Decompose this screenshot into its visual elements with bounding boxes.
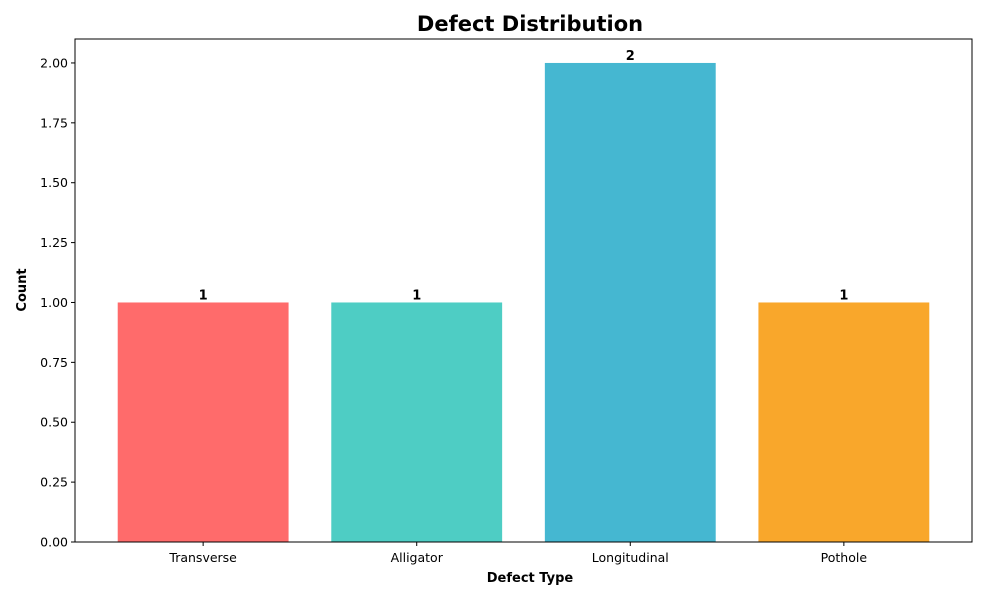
y-tick-label: 1.50 [40, 175, 68, 190]
x-tick-label-transverse: Transverse [168, 550, 237, 565]
y-axis-label: Count [15, 268, 30, 311]
y-tick-label: 0.75 [40, 355, 68, 370]
y-tick-label: 0.25 [40, 475, 68, 490]
data-label-transverse: 1 [199, 288, 208, 303]
plot-area: 1 Transverse 1 Alligator 2 Longitudinal 1 Potho… [40, 38, 973, 565]
y-tick-label: 1.25 [40, 235, 68, 250]
bar-pothole [758, 302, 930, 542]
x-tick-label-longitudinal: Longitudinal [592, 550, 669, 565]
bar-alligator [331, 302, 503, 542]
plot-frame [74, 38, 973, 543]
bar-transverse [117, 302, 289, 542]
bar-longitudinal [544, 62, 716, 542]
y-tick-label: 1.00 [40, 295, 68, 310]
x-tick-label-alligator: Alligator [391, 550, 444, 565]
data-label-alligator: 1 [412, 288, 421, 303]
y-tick-label: 0.50 [40, 415, 68, 430]
y-tick-label: 1.75 [40, 115, 68, 130]
data-label-pothole: 1 [839, 288, 848, 303]
y-tick-label: 2.00 [40, 55, 68, 70]
chart-title: Defect Distribution [417, 12, 643, 36]
y-tick-label: 0.00 [40, 535, 68, 550]
x-tick-label-pothole: Pothole [821, 550, 868, 565]
data-label-longitudinal: 2 [626, 49, 635, 64]
x-axis-label: Defect Type [487, 571, 574, 586]
